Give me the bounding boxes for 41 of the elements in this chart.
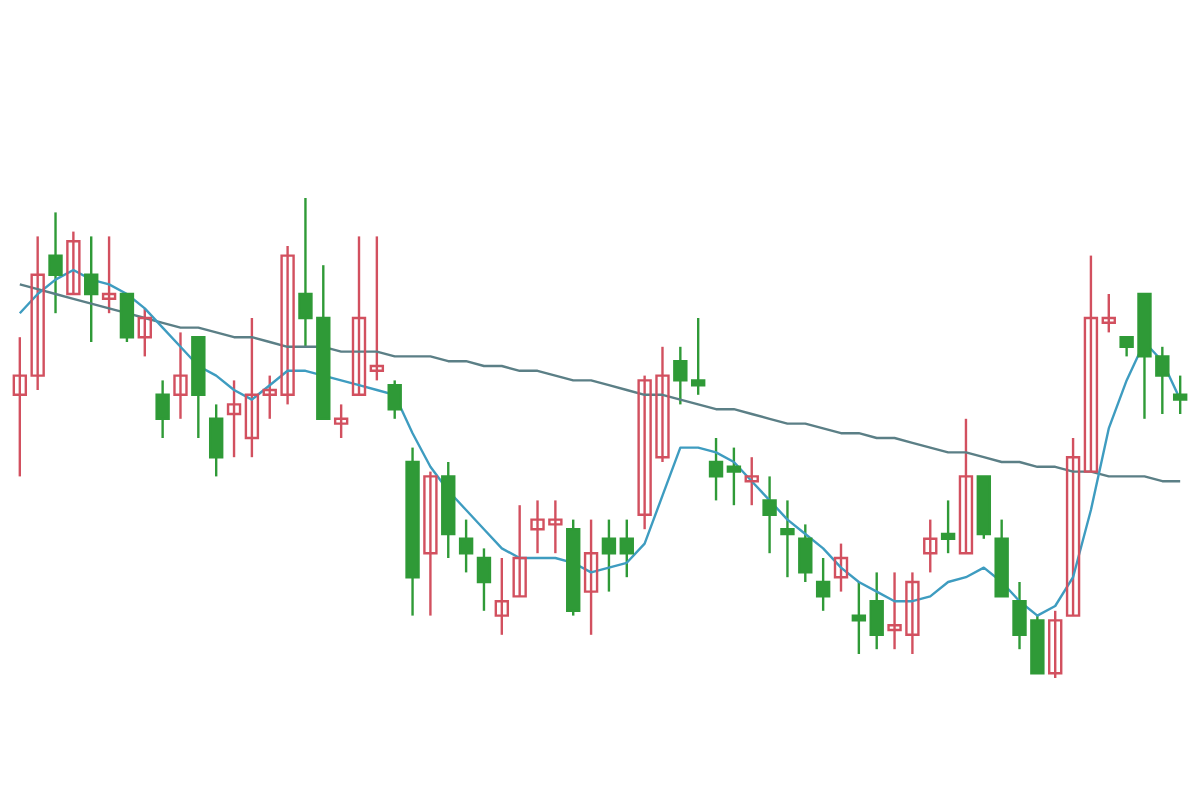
candlestick — [244, 316, 260, 459]
candlestick — [815, 556, 831, 612]
candlestick — [798, 523, 813, 584]
candlestick — [1065, 436, 1081, 617]
candlestick — [48, 211, 63, 315]
candlestick — [851, 580, 867, 656]
candlestick — [101, 235, 117, 315]
candlestick — [1101, 292, 1116, 334]
candlestick — [351, 235, 367, 396]
candlestick — [958, 417, 974, 555]
candlestick — [387, 379, 402, 420]
candlestick — [708, 436, 724, 502]
candlestick — [137, 307, 152, 358]
candlestick — [1048, 609, 1063, 680]
candlestick — [155, 379, 170, 440]
candlestick — [208, 403, 224, 478]
candlestick — [583, 518, 599, 636]
candlestick — [512, 504, 527, 598]
candlestick — [66, 230, 81, 296]
candlestick — [923, 518, 938, 574]
candlestick — [869, 571, 884, 651]
candlestick — [476, 547, 492, 612]
candlestick — [833, 542, 849, 593]
candlestick — [780, 499, 795, 579]
candlestick — [1172, 374, 1188, 416]
candlestick — [226, 379, 242, 459]
candlestick — [601, 518, 617, 593]
candlestick — [173, 331, 188, 420]
candlestick — [84, 235, 99, 344]
candlestick — [423, 470, 438, 617]
candlestick — [726, 446, 742, 507]
candlestick — [1083, 254, 1099, 473]
candlestick — [762, 475, 777, 555]
candlestick — [369, 235, 385, 382]
candlestick — [333, 403, 349, 440]
candlestick — [619, 518, 634, 579]
candlestick — [940, 499, 956, 555]
candlestick — [494, 556, 510, 636]
candlestick — [744, 456, 759, 507]
candlestick — [119, 292, 135, 344]
candlestick — [458, 518, 474, 574]
